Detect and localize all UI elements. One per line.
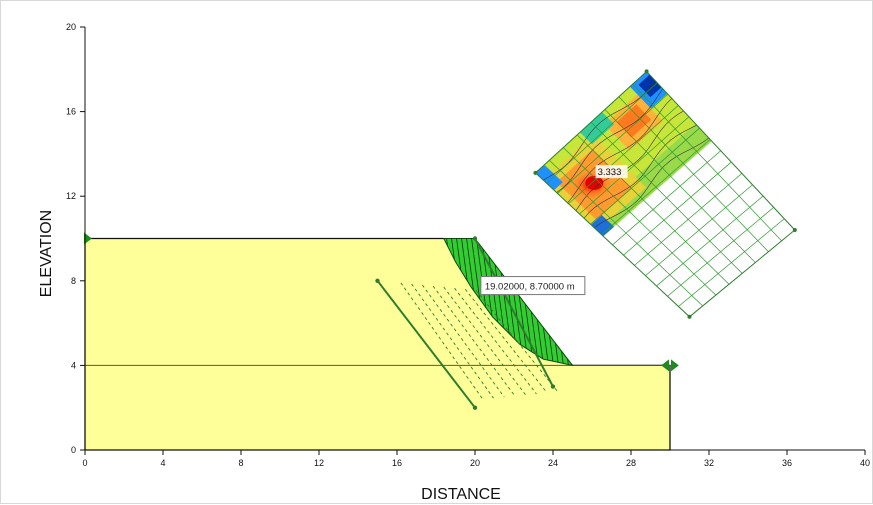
exit-range-line[interactable] [474, 238, 554, 388]
x-tick-label: 36 [782, 458, 792, 468]
trial-slip-line [464, 288, 548, 394]
x-tick-label: 4 [160, 458, 165, 468]
x-tick-label: 32 [704, 458, 714, 468]
grid-line [546, 82, 658, 184]
y-tick-label: 8 [71, 276, 76, 286]
contour-band [535, 164, 563, 191]
contour-band [616, 104, 652, 138]
y-axis-title: ELEVATION [38, 210, 55, 297]
trial-slip-line [443, 286, 527, 396]
soil-region[interactable] [84, 237, 671, 451]
grid-lines [546, 82, 785, 307]
y-tick-label: 4 [71, 360, 76, 370]
grid-line [579, 116, 690, 215]
grid-line [601, 139, 711, 235]
safety-factor-contours [535, 71, 712, 237]
trial-slip-line [432, 285, 516, 397]
right-boundary-marker[interactable] [671, 359, 679, 372]
x-axis-ticks: 0 4 8 12 16 20 24 28 32 36 40 [82, 450, 870, 468]
trial-slip-line [454, 287, 537, 395]
y-tick-label: 12 [66, 191, 76, 201]
grid-line [656, 195, 764, 287]
grid-line [667, 207, 774, 297]
slip-hatch-line [560, 238, 573, 366]
grid-line [568, 105, 679, 205]
grid-line [634, 173, 743, 266]
x-tick-label: 20 [470, 458, 480, 468]
exit-range-start-point[interactable] [472, 236, 478, 241]
y-tick-label: 0 [71, 445, 76, 455]
grid-line [678, 218, 785, 307]
entry-range-end-point[interactable] [472, 405, 478, 410]
y-tick-label: 16 [66, 107, 76, 117]
coordinate-tooltip: 19.02000, 8.70000 m [480, 276, 586, 296]
x-axis-title: DISTANCE [421, 486, 501, 503]
min-fs-core [585, 175, 604, 190]
y-tick-label: 20 [66, 22, 76, 32]
left-boundary-marker[interactable] [84, 232, 92, 245]
min-fs-label: 3.333 [598, 167, 622, 178]
trial-slip-line [421, 284, 505, 398]
grid-line [557, 93, 669, 194]
grid-line [645, 184, 753, 276]
coordinate-tooltip-text: 19.02000, 8.70000 m [485, 282, 575, 293]
toe-boundary-marker[interactable] [661, 359, 669, 372]
min-fs-label-box [595, 165, 628, 179]
exit-range-end-point[interactable] [550, 384, 556, 389]
x-tick-label: 40 [860, 458, 870, 468]
x-tick-label: 28 [626, 458, 636, 468]
grid-corner-point [792, 228, 797, 233]
contour-band [638, 74, 662, 98]
x-tick-label: 24 [548, 458, 558, 468]
grid-line [623, 161, 732, 256]
trial-slip-surfaces [400, 282, 559, 400]
grid-corner-point [687, 314, 692, 319]
entry-range-line[interactable] [376, 280, 476, 409]
grid-corner-point [644, 69, 649, 74]
grid-line [612, 150, 721, 246]
safety-factor-grid[interactable] [533, 69, 797, 319]
x-tick-label: 8 [238, 458, 243, 468]
y-axis-ticks: 0 4 8 12 16 20 [66, 22, 85, 455]
trial-slip-line [475, 290, 559, 393]
contour-band [590, 215, 615, 237]
grid-line [590, 127, 700, 225]
x-tick-label: 16 [392, 458, 402, 468]
x-tick-label: 0 [82, 458, 87, 468]
x-tick-label: 12 [314, 458, 324, 468]
grid-corner-point [533, 170, 538, 175]
entry-range-start-point[interactable] [375, 278, 380, 283]
